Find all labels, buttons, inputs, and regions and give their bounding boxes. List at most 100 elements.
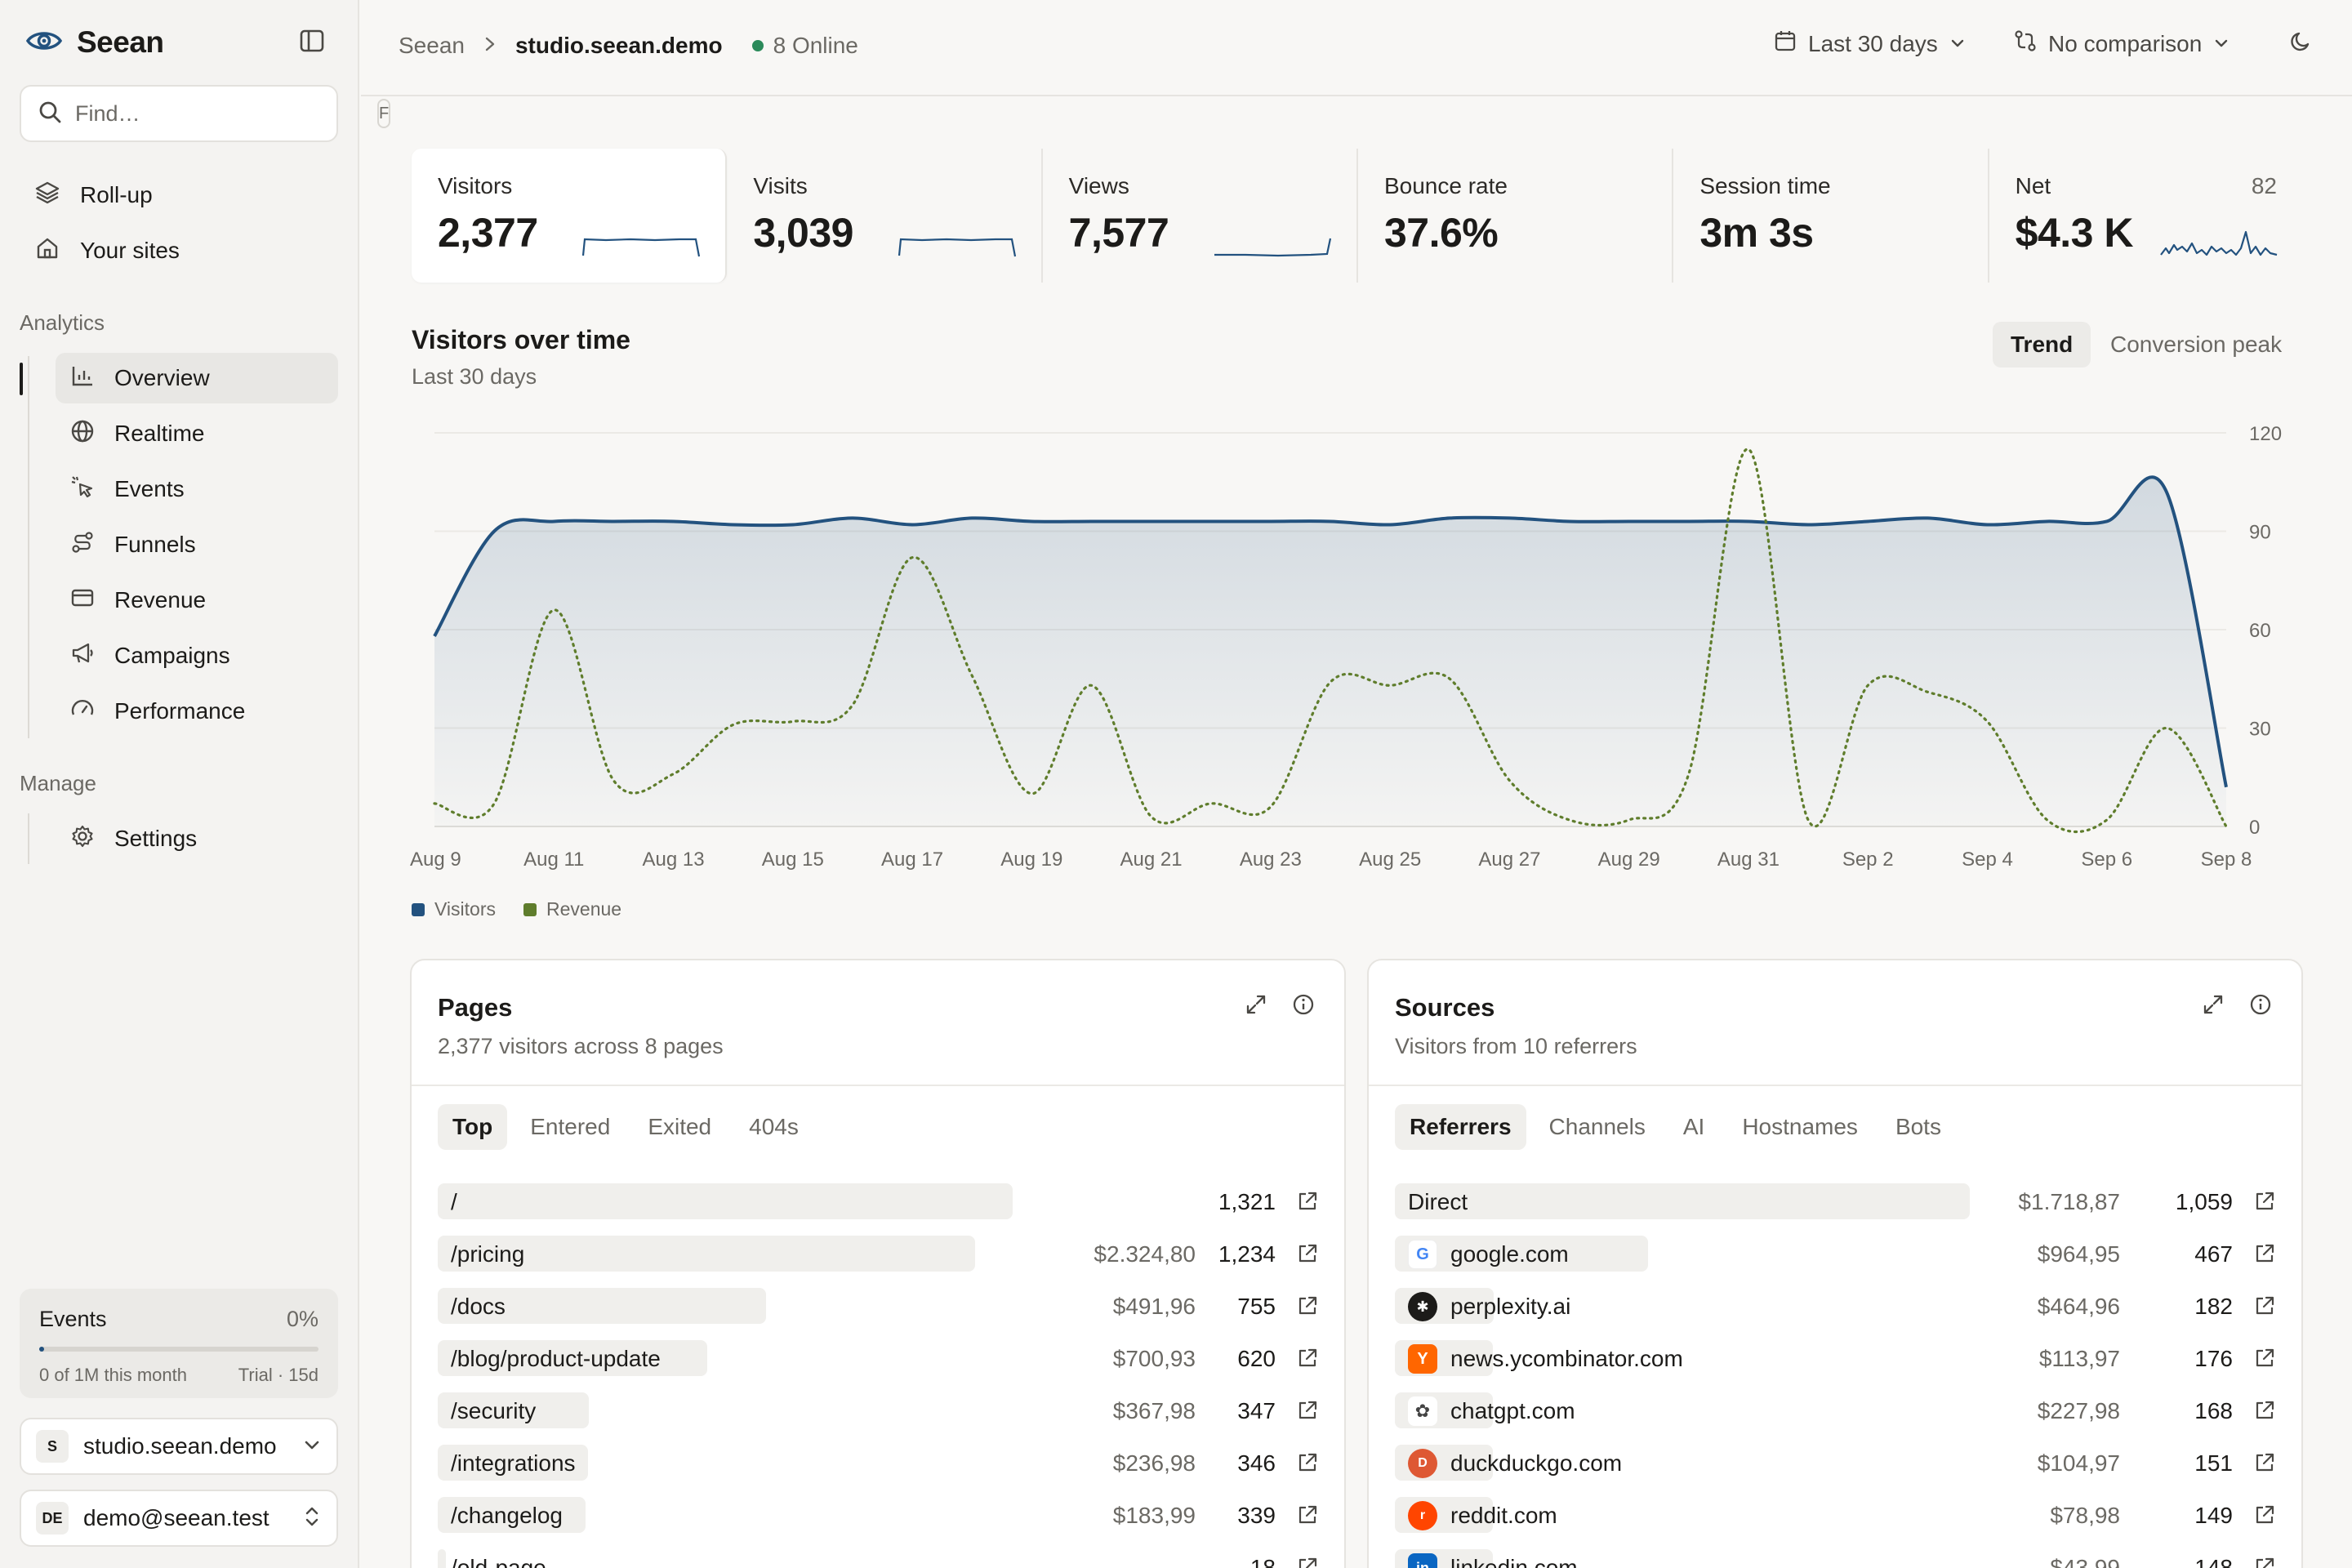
list-item-count: 347 [1237, 1398, 1276, 1423]
kpi-session-time[interactable]: Session time 3m 3s [1673, 149, 1989, 283]
sidebar-item-performance[interactable]: Performance [56, 686, 338, 737]
external-link-icon[interactable] [1297, 1400, 1318, 1421]
external-link-icon[interactable] [1297, 1348, 1318, 1369]
info-icon[interactable] [2249, 993, 2272, 1016]
sidebar-item-your-sites[interactable]: Your sites [20, 225, 338, 276]
list-item-revenue: $183,99 [1112, 1503, 1196, 1528]
list-item[interactable]: r reddit.com $78,98 149 [1395, 1490, 2275, 1542]
external-link-icon[interactable] [1297, 1504, 1318, 1526]
breadcrumb-root[interactable]: Seean [399, 33, 465, 58]
panel-title: Pages [438, 993, 513, 1022]
tab-ai[interactable]: AI [1682, 1114, 1705, 1139]
date-range-button[interactable]: Last 30 days [1774, 29, 1966, 58]
google-icon: G [1408, 1240, 1437, 1269]
list-item[interactable]: /security $367,98 347 [438, 1385, 1318, 1437]
external-link-icon[interactable] [2254, 1400, 2275, 1421]
external-link-icon[interactable] [2254, 1348, 2275, 1369]
sidebar-item-events[interactable]: Events [56, 464, 338, 514]
tab-top[interactable]: Top [438, 1104, 508, 1150]
kpi-bounce-rate[interactable]: Bounce rate 37.6% [1358, 149, 1674, 283]
legend-item-revenue[interactable]: Revenue [523, 898, 621, 920]
list-item[interactable]: /blog/product-update $700,93 620 [438, 1333, 1318, 1385]
sidebar-item-revenue[interactable]: Revenue [56, 575, 338, 626]
kpi-net[interactable]: Net $4.3 K 82 [1989, 149, 2303, 283]
y-tick-label: 90 [2249, 522, 2271, 544]
list-item-count: 620 [1237, 1346, 1276, 1371]
breadcrumb: Seean studio.seean.demo 8 Online [399, 33, 858, 59]
theme-toggle-button[interactable] [2288, 29, 2313, 60]
list-item[interactable]: /integrations $236,98 346 [438, 1437, 1318, 1490]
expand-icon[interactable] [1245, 993, 1267, 1016]
chart-legend: Visitors Revenue [412, 898, 621, 920]
external-link-icon[interactable] [2254, 1243, 2275, 1264]
external-link-icon[interactable] [2254, 1191, 2275, 1212]
legend-item-visitors[interactable]: Visitors [412, 898, 496, 920]
sidebar: Seean F Roll-up Your sites Analytics [0, 0, 391, 1568]
external-link-icon[interactable] [2254, 1452, 2275, 1473]
kpi-visitors[interactable]: Visitors 2,377 [412, 149, 728, 283]
list-item[interactable]: Direct $1.718,87 1,059 [1395, 1176, 2275, 1228]
sidebar-item-settings[interactable]: Settings [56, 813, 338, 864]
tab-channels[interactable]: Channels [1548, 1114, 1646, 1139]
sidebar-item-label: Campaigns [114, 643, 230, 668]
legend-label: Revenue [546, 898, 622, 920]
list-item[interactable]: /old-page 18 [438, 1542, 1318, 1568]
list-item[interactable]: /changelog $183,99 339 [438, 1490, 1318, 1542]
external-link-icon[interactable] [2254, 1557, 2275, 1568]
sidebar-item-overview[interactable]: Overview [56, 353, 338, 403]
search-input[interactable] [75, 100, 364, 127]
list-item[interactable]: /pricing $2.324,80 1,234 [438, 1228, 1318, 1281]
sidebar-item-funnels[interactable]: Funnels [56, 519, 338, 570]
comparison-button[interactable]: No comparison [2014, 29, 2230, 58]
sidebar-item-campaigns[interactable]: Campaigns [56, 630, 338, 681]
sidebar-item-roll-up[interactable]: Roll-up [20, 170, 338, 220]
kpi-visits[interactable]: Visits 3,039 [727, 149, 1043, 283]
breadcrumb-site[interactable]: studio.seean.demo [514, 33, 723, 58]
list-item[interactable]: in linkedin.com $43,99 148 [1395, 1542, 2275, 1568]
search-box[interactable]: F [20, 85, 391, 142]
route-icon [70, 530, 95, 560]
account-switcher[interactable]: DE demo@seean.test [20, 1490, 338, 1547]
pages-panel-header: Pages 2,377 visitors across 8 pages [412, 960, 1344, 1086]
tab-404s[interactable]: 404s [749, 1114, 799, 1139]
list-item-count: 182 [2194, 1294, 2233, 1319]
kpi-views[interactable]: Views 7,577 [1043, 149, 1358, 283]
reddit-icon: r [1408, 1501, 1437, 1530]
tab-bots[interactable]: Bots [1895, 1114, 1941, 1139]
external-link-icon[interactable] [1297, 1295, 1318, 1316]
tab-entered[interactable]: Entered [530, 1114, 611, 1139]
tab-referrers[interactable]: Referrers [1395, 1104, 1526, 1150]
calendar-icon [1774, 29, 1797, 58]
sidebar-toggle-button[interactable] [296, 26, 328, 59]
info-icon[interactable] [1292, 993, 1315, 1016]
external-link-icon[interactable] [2254, 1504, 2275, 1526]
chart-mode-conversion-peak-button[interactable]: Conversion peak [2110, 332, 2283, 357]
sidebar-item-label: Roll-up [80, 182, 153, 207]
tab-hostnames[interactable]: Hostnames [1742, 1114, 1858, 1139]
brand[interactable]: Seean [25, 21, 164, 64]
list-item-label: /security [438, 1398, 536, 1424]
list-item[interactable]: / 1,321 [438, 1176, 1318, 1228]
x-tick-label: Sep 8 [2201, 849, 2252, 871]
list-item-count: 168 [2194, 1398, 2233, 1423]
kpi-value: 2,377 [438, 210, 538, 256]
external-link-icon[interactable] [1297, 1191, 1318, 1212]
chart-mode-trend-button[interactable]: Trend [1993, 322, 2091, 368]
list-item[interactable]: ✱ perplexity.ai $464,96 182 [1395, 1281, 2275, 1333]
tab-exited[interactable]: Exited [648, 1114, 712, 1139]
visitors-area [434, 477, 2226, 826]
x-tick-label: Aug 17 [881, 849, 943, 871]
external-link-icon[interactable] [2254, 1295, 2275, 1316]
external-link-icon[interactable] [1297, 1243, 1318, 1264]
external-link-icon[interactable] [1297, 1557, 1318, 1568]
expand-icon[interactable] [2202, 993, 2225, 1016]
sidebar-item-realtime[interactable]: Realtime [56, 408, 338, 459]
external-link-icon[interactable] [1297, 1452, 1318, 1473]
list-item-count: 339 [1237, 1503, 1276, 1528]
list-item[interactable]: ✿ chatgpt.com $227,98 168 [1395, 1385, 2275, 1437]
site-switcher[interactable]: S studio.seean.demo [20, 1418, 338, 1475]
list-item[interactable]: /docs $491,96 755 [438, 1281, 1318, 1333]
